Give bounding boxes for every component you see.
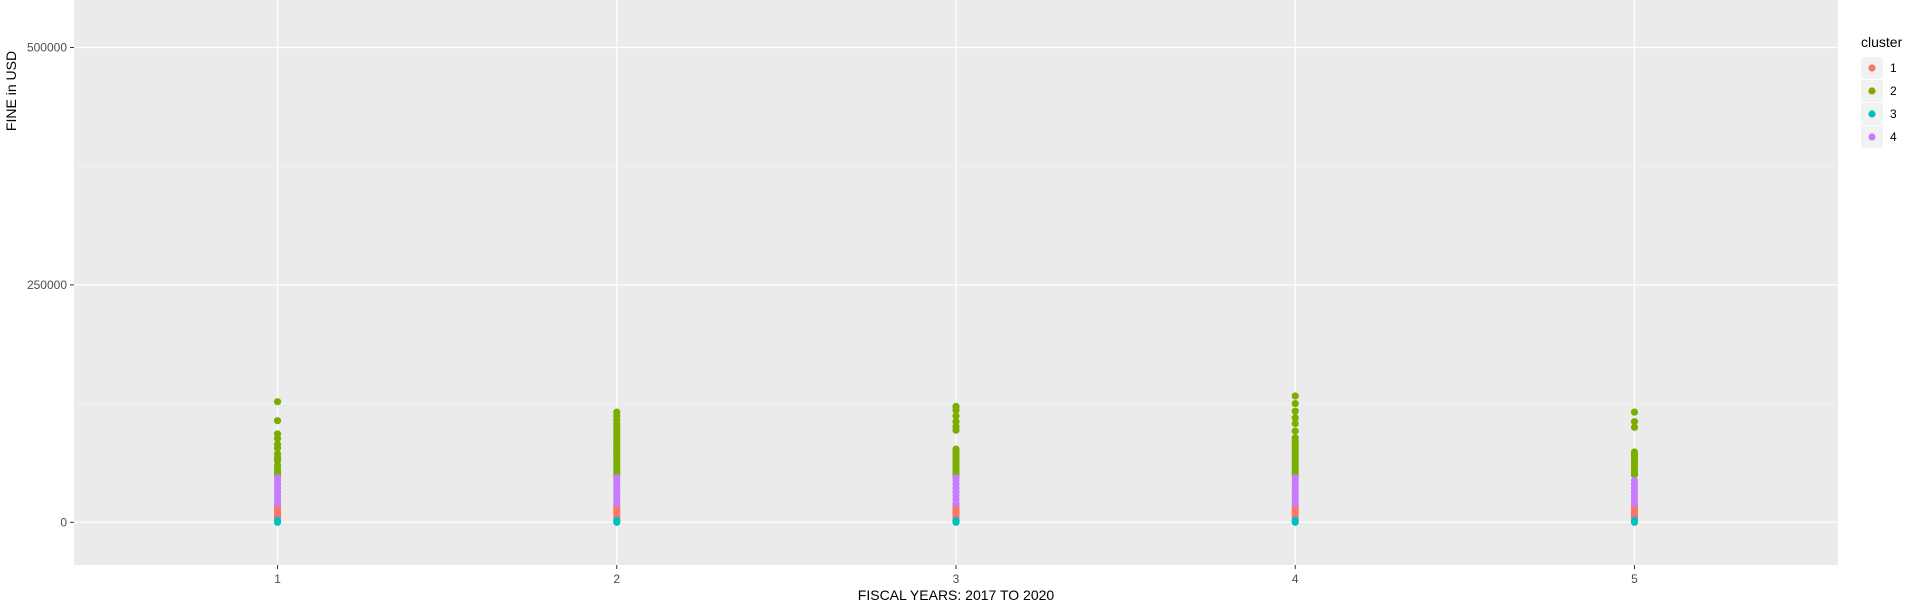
data-point	[273, 440, 282, 449]
x-tick-label: 1	[274, 572, 281, 586]
data-point	[952, 516, 960, 524]
legend-key-point	[1868, 87, 1876, 95]
x-tick-label: 2	[613, 572, 620, 586]
legend-label: 2	[1890, 84, 1897, 98]
data-point	[952, 412, 960, 420]
data-point	[1630, 476, 1639, 485]
data-point	[952, 402, 960, 411]
data-point	[1630, 418, 1639, 426]
y-axis-title: FINE in USD	[3, 51, 19, 131]
data-point	[1291, 414, 1299, 422]
legend-item-3: 3	[1861, 103, 1897, 125]
data-point	[1291, 434, 1299, 442]
legend-label: 3	[1890, 107, 1897, 121]
data-point	[613, 516, 621, 524]
x-tick-label: 3	[953, 572, 960, 586]
data-point	[273, 430, 282, 438]
data-point	[1291, 399, 1299, 408]
legend-item-2: 2	[1861, 80, 1897, 102]
data-point	[1291, 427, 1299, 435]
data-point	[1291, 392, 1299, 400]
series-cluster-3	[273, 516, 1639, 526]
data-point	[273, 417, 282, 425]
data-point	[952, 474, 960, 482]
legend-key-point	[1868, 64, 1876, 72]
legend-title: cluster	[1861, 34, 1903, 50]
series-cluster-2	[273, 392, 1639, 479]
legend-key-point	[1868, 133, 1876, 141]
data-point	[1291, 474, 1299, 482]
y-tick-label: 250000	[27, 278, 67, 292]
legend-label: 1	[1890, 61, 1897, 75]
legend-key-point	[1868, 110, 1876, 118]
x-axis-title: FISCAL YEARS: 2017 TO 2020	[858, 587, 1055, 603]
data-point	[952, 418, 960, 426]
data-point	[613, 474, 621, 482]
data-point	[273, 516, 282, 524]
data-point	[273, 450, 282, 458]
y-axis: 0 250000 500000	[27, 40, 74, 529]
legend: cluster 1 2 3 4	[1861, 34, 1903, 148]
data-point	[1630, 448, 1639, 456]
legend-item-1: 1	[1861, 57, 1897, 79]
data-point	[273, 474, 282, 482]
data-point	[1630, 423, 1639, 431]
data-point	[1630, 408, 1639, 416]
x-tick-label: 4	[1292, 572, 1299, 586]
data-point	[273, 398, 282, 406]
legend-item-4: 4	[1861, 126, 1897, 148]
y-tick-label: 0	[60, 515, 67, 529]
x-axis: 1 2 3 4 5	[274, 565, 1638, 586]
series-cluster-4	[273, 474, 1639, 507]
data-point	[1291, 516, 1299, 524]
legend-items: 1 2 3 4	[1861, 57, 1897, 148]
data-point	[613, 408, 621, 416]
data-point	[1630, 516, 1639, 524]
data-point	[1291, 419, 1299, 428]
legend-label: 4	[1890, 130, 1897, 144]
x-tick-label: 5	[1631, 572, 1638, 586]
y-tick-label: 500000	[27, 40, 67, 54]
data-point	[1291, 407, 1299, 415]
data-point	[952, 445, 960, 453]
data-points	[273, 392, 1639, 526]
